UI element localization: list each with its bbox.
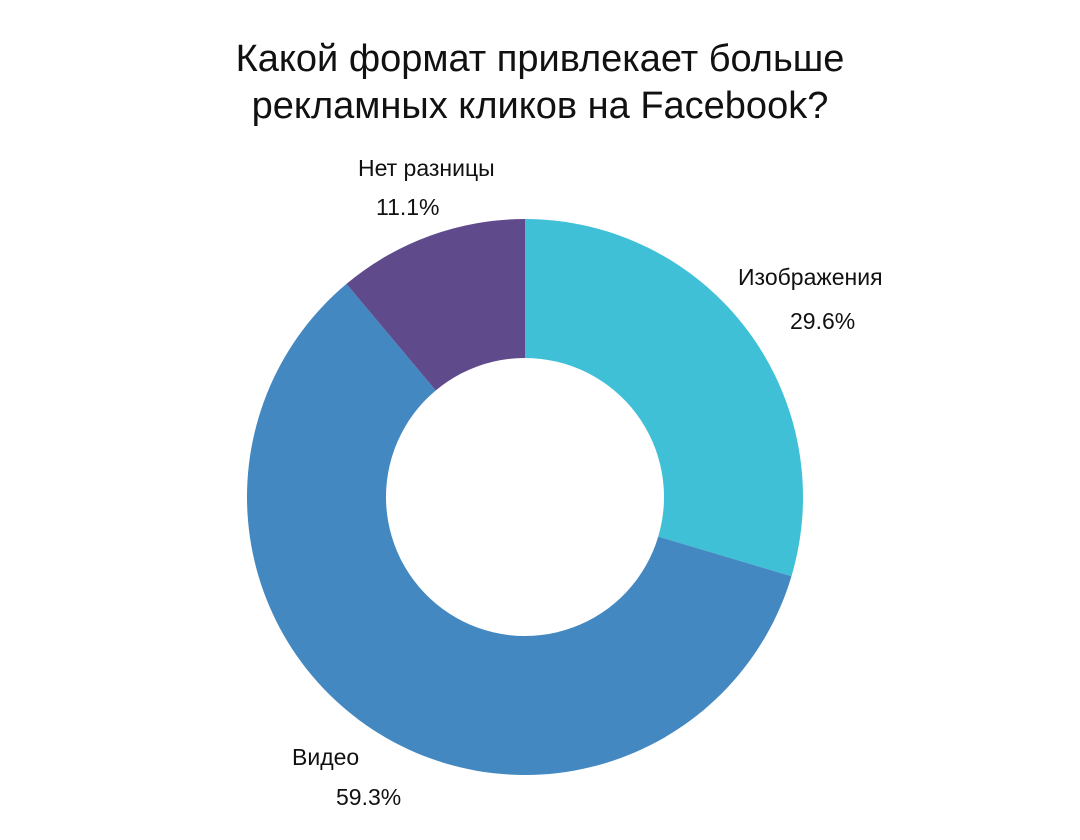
slice-label-0: Изображения — [738, 264, 883, 290]
title-line-1: Какой формат привлекает больше — [235, 38, 845, 80]
slice-value-label-1: 59.3% — [336, 784, 401, 810]
slice-value-label-2: 11.1% — [376, 194, 440, 220]
slice-2 — [346, 219, 525, 391]
slice-value-label-0: 29.6% — [790, 308, 855, 334]
chart-title: Какой формат привлекает больше рекламных… — [0, 36, 1080, 130]
title-line-2: рекламных кликов на Facebook? — [251, 85, 829, 127]
slice-0 — [525, 219, 803, 577]
slice-label-1: Видео — [292, 744, 359, 770]
slice-label-2: Нет разницы — [358, 155, 495, 181]
slice-1 — [247, 283, 792, 775]
